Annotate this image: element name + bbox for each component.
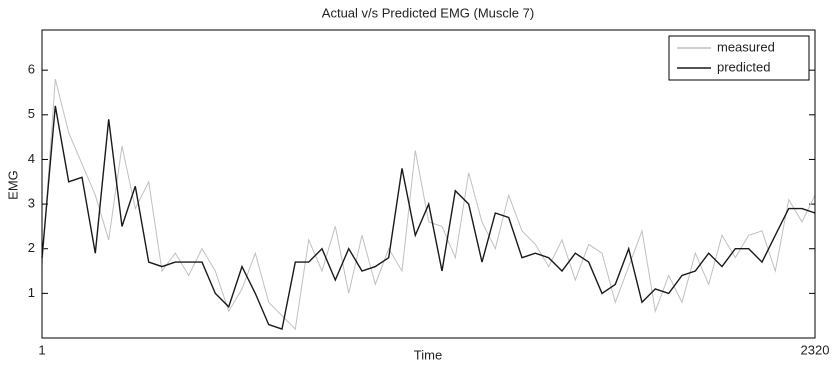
chart-title: Actual v/s Predicted EMG (Muscle 7) bbox=[322, 5, 534, 20]
y-tick-label: 2 bbox=[28, 240, 35, 255]
legend-label: predicted bbox=[717, 59, 770, 74]
x-axis-label: Time bbox=[414, 347, 442, 362]
y-tick-label: 3 bbox=[28, 196, 35, 211]
y-tick-label: 6 bbox=[28, 62, 35, 77]
y-tick-label: 5 bbox=[28, 106, 35, 121]
y-axis-label: EMG bbox=[5, 170, 20, 200]
x-tick-label: 2320 bbox=[801, 342, 830, 357]
series-line bbox=[41, 105, 816, 331]
legend-label: measured bbox=[717, 39, 775, 54]
series-line bbox=[41, 78, 816, 331]
plot-frame bbox=[41, 29, 816, 339]
legend-box bbox=[668, 35, 810, 81]
y-tick-label: 1 bbox=[28, 285, 35, 300]
y-tick-label: 4 bbox=[28, 151, 35, 166]
x-tick-label: 1 bbox=[38, 342, 45, 357]
